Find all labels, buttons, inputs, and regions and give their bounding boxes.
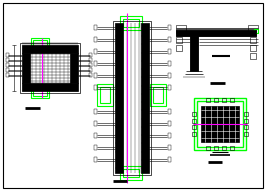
- Bar: [120, 16, 142, 30]
- Bar: [176, 30, 256, 36]
- Bar: [94, 121, 97, 126]
- Bar: [89, 68, 92, 72]
- Bar: [94, 25, 97, 30]
- Bar: [176, 37, 182, 43]
- Bar: [94, 85, 97, 90]
- Bar: [244, 112, 248, 116]
- Bar: [94, 73, 97, 78]
- Bar: [168, 25, 171, 30]
- Bar: [190, 36, 198, 71]
- Bar: [20, 43, 80, 93]
- Bar: [89, 73, 92, 77]
- Bar: [33, 88, 47, 96]
- Bar: [192, 132, 196, 136]
- Bar: [97, 84, 113, 106]
- Bar: [222, 98, 226, 102]
- Bar: [206, 98, 210, 102]
- Bar: [244, 119, 248, 123]
- Bar: [89, 58, 92, 62]
- Bar: [6, 63, 9, 67]
- Bar: [94, 133, 97, 138]
- Bar: [176, 45, 182, 51]
- Bar: [22, 45, 78, 53]
- Bar: [120, 166, 142, 180]
- Bar: [94, 145, 97, 150]
- Bar: [123, 19, 139, 27]
- Bar: [89, 63, 92, 67]
- Bar: [192, 119, 196, 123]
- Bar: [168, 145, 171, 150]
- Bar: [113, 21, 151, 175]
- Bar: [197, 101, 243, 147]
- Bar: [153, 87, 163, 103]
- Bar: [244, 132, 248, 136]
- Bar: [115, 23, 123, 173]
- Bar: [168, 73, 171, 78]
- Bar: [6, 73, 9, 77]
- Bar: [94, 49, 97, 54]
- Bar: [89, 53, 92, 57]
- Bar: [244, 125, 248, 129]
- Bar: [214, 98, 218, 102]
- Bar: [176, 30, 256, 36]
- Bar: [206, 146, 210, 150]
- Bar: [168, 49, 171, 54]
- Bar: [94, 61, 97, 66]
- Bar: [250, 45, 256, 51]
- Bar: [100, 87, 110, 103]
- Bar: [168, 109, 171, 114]
- Bar: [123, 169, 139, 177]
- Bar: [168, 85, 171, 90]
- Bar: [230, 98, 234, 102]
- Bar: [168, 121, 171, 126]
- Bar: [22, 53, 30, 83]
- Bar: [6, 68, 9, 72]
- Bar: [141, 23, 149, 173]
- Bar: [250, 37, 256, 43]
- Bar: [33, 40, 47, 48]
- Bar: [230, 146, 234, 150]
- Bar: [192, 112, 196, 116]
- Bar: [214, 146, 218, 150]
- Bar: [176, 25, 186, 33]
- Bar: [31, 86, 49, 98]
- Bar: [194, 98, 246, 150]
- Bar: [22, 83, 78, 91]
- Bar: [168, 61, 171, 66]
- Bar: [254, 29, 258, 33]
- Bar: [168, 157, 171, 162]
- Bar: [150, 84, 166, 106]
- Bar: [94, 157, 97, 162]
- Bar: [31, 38, 49, 50]
- Bar: [70, 53, 78, 83]
- Bar: [192, 125, 196, 129]
- Bar: [201, 106, 239, 142]
- Bar: [168, 133, 171, 138]
- Bar: [6, 53, 9, 57]
- Bar: [248, 25, 258, 33]
- Bar: [222, 146, 226, 150]
- Bar: [250, 53, 256, 59]
- Bar: [94, 37, 97, 42]
- Bar: [94, 109, 97, 114]
- Bar: [6, 58, 9, 62]
- Bar: [168, 37, 171, 42]
